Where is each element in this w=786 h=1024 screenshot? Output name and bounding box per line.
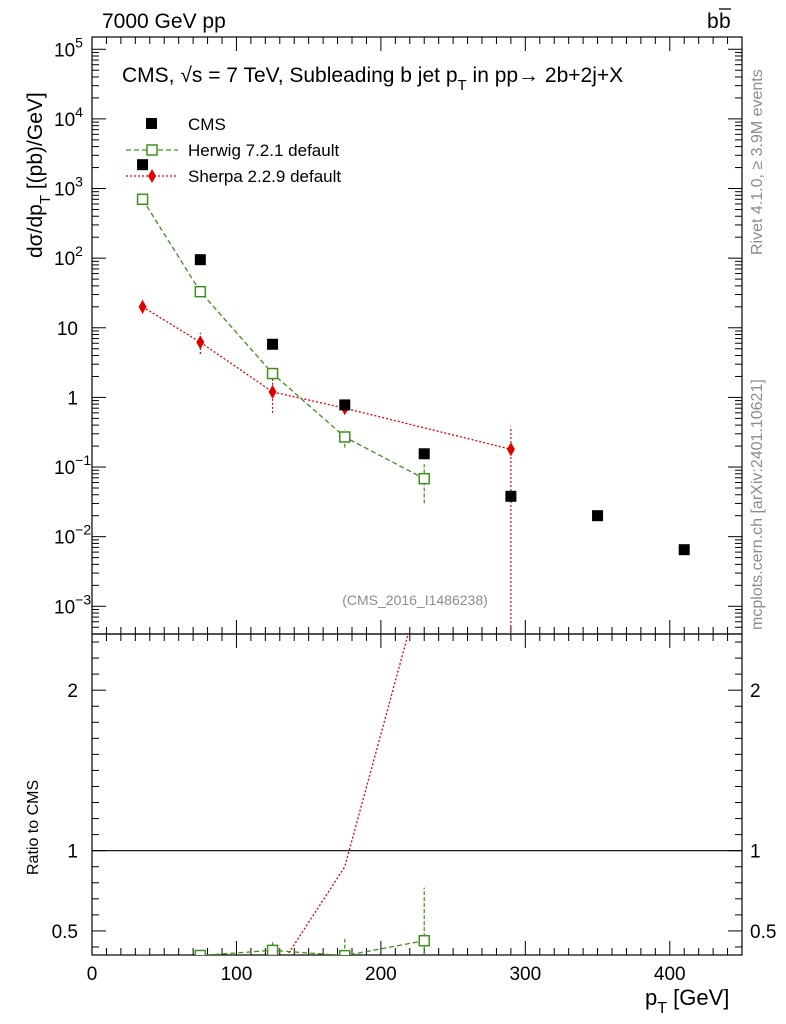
cms-point (339, 399, 351, 411)
herwig-point (266, 367, 279, 380)
ratio-axis-label: Ratio to CMS (25, 780, 42, 875)
header-energy: 7000 GeV pp (102, 10, 226, 33)
main-series-group (136, 159, 690, 634)
ratio-tick-label-left: 2 (67, 681, 78, 702)
herwig-point (136, 193, 149, 206)
sherpa-point (138, 299, 147, 314)
legend-marker-sherpa (148, 169, 156, 183)
y-tick-label: 10−3 (54, 591, 91, 618)
legend-label-sherpa: Sherpa 2.2.9 default (188, 167, 341, 186)
ratio-tick-label-right: 0.5 (750, 922, 776, 943)
series-layer (136, 159, 690, 955)
cms-point (137, 159, 149, 171)
legend-label-herwig: Herwig 7.2.1 default (188, 141, 339, 160)
x-tick-label: 100 (221, 964, 253, 985)
herwig-point (194, 285, 207, 298)
legend-marker-cms (146, 118, 157, 129)
legend-entry-cms: CMS (146, 115, 226, 134)
sherpa-ratio-line (286, 634, 409, 955)
sherpa-point (506, 442, 515, 457)
legend-entry-herwig: Herwig 7.2.1 default (126, 141, 339, 160)
mcplots-label: mcplots.cern.ch [arXiv:2401.10621] (749, 379, 766, 630)
y-axis-label: dσ/dpT [(pb)/GeV] (24, 92, 54, 258)
cms-point (678, 544, 690, 556)
x-tick-label: 300 (509, 964, 541, 985)
herwig-ratio-point (194, 949, 207, 955)
ratio-tick-label-right: 2 (750, 681, 761, 702)
legend: CMS Herwig 7.2.1 default Sherpa 2.2.9 de… (126, 115, 341, 186)
plot-title: CMS, √s = 7 TeV, Subleading b jet pT in … (122, 64, 623, 94)
x-tick-label: 200 (365, 964, 397, 985)
cms-point (267, 338, 279, 350)
x-tick-label: 0 (87, 964, 98, 985)
y-tick-label: 10−1 (54, 452, 91, 479)
herwig-point (418, 472, 430, 485)
legend-label-cms: CMS (188, 115, 226, 134)
herwig-ratio-point (418, 934, 430, 947)
cms-point (592, 510, 604, 522)
y-tick-label: 102 (54, 243, 83, 270)
x-axis-label: pT [GeV] (645, 985, 729, 1017)
ratio-axis-ticks: 0 100 200 300 400 0.5 0.5 1 1 2 2 (52, 634, 776, 985)
ratio-series-group (136, 634, 430, 955)
sherpa-line (142, 306, 512, 450)
sherpa-point (196, 335, 205, 350)
herwig-line (142, 198, 425, 480)
herwig-ratio-point (136, 954, 149, 955)
ratio-frame (91, 633, 743, 956)
y-tick-label: 104 (54, 104, 83, 131)
herwig-ratio-point (339, 949, 351, 955)
analysis-watermark: (CMS_2016_I1486238) (342, 592, 488, 608)
y-tick-label: 103 (54, 174, 83, 201)
header-process-bbar: b (719, 10, 731, 33)
y-tick-label: 105 (54, 34, 83, 61)
header-process: b b (707, 8, 731, 33)
ratio-tick-label-right: 1 (750, 842, 761, 863)
herwig-point (339, 431, 351, 443)
y-tick-label: 10−2 (54, 522, 91, 549)
x-tick-label: 400 (654, 964, 686, 985)
herwig-ratio-point (266, 944, 279, 955)
cms-point (505, 490, 517, 502)
herwig-ratio-line (198, 940, 425, 955)
rivet-label: Rivet 4.1.0, ≥ 3.9M events (749, 69, 766, 255)
cms-point (418, 448, 430, 460)
ratio-tick-label-left: 0.5 (52, 922, 78, 943)
y-tick-label: 10 (57, 319, 78, 340)
ratio-tick-label-left: 1 (67, 842, 78, 863)
legend-entry-sherpa: Sherpa 2.2.9 default (126, 167, 341, 186)
cms-point (194, 254, 206, 266)
sherpa-point (268, 384, 277, 399)
header-process-b: b (707, 10, 719, 33)
y-tick-label: 1 (67, 388, 78, 409)
legend-marker-herwig (146, 144, 158, 156)
